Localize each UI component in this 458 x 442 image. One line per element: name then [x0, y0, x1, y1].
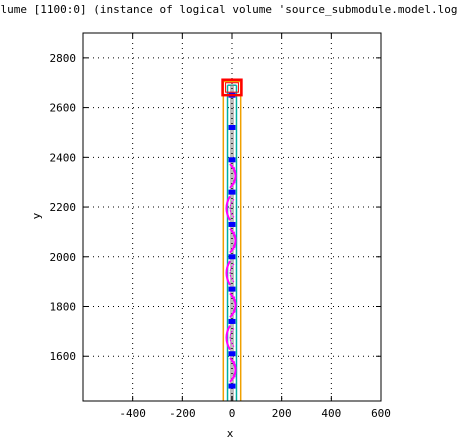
plot-frame [82, 32, 382, 402]
y-tick-label: 1600 [50, 350, 77, 363]
chart-title: Volume [1100:0] (instance of logical vol… [0, 3, 458, 16]
y-tick-label: 1800 [50, 301, 77, 314]
y-tick-label: 2200 [50, 201, 77, 214]
plate-mark [228, 254, 236, 260]
x-tick-label: 0 [229, 407, 236, 420]
arc-mark-inner [229, 328, 235, 347]
plate-mark [228, 124, 236, 130]
grid-lines [83, 33, 381, 401]
y-tick-label: 2000 [50, 251, 77, 264]
y-tick-label: 2400 [50, 151, 77, 164]
arc-mark-inner [233, 231, 237, 250]
plate-mark [228, 157, 236, 163]
y-axis-label: y [30, 212, 43, 219]
plate-mark [228, 383, 236, 389]
plate-mark [228, 221, 236, 227]
top-cap-frame [221, 78, 243, 97]
detector-geometry [221, 78, 243, 401]
x-tick-label: -400 [119, 407, 146, 420]
y-tick-label: 2800 [50, 52, 77, 65]
plate-mark [228, 318, 236, 324]
x-tick-label: 600 [371, 407, 391, 420]
plate-mark [228, 286, 236, 292]
top-cap-inner [225, 82, 239, 93]
plate-mark [228, 189, 236, 195]
arc-mark [225, 195, 231, 221]
arc-mark-inner [233, 360, 237, 380]
x-tick-label: 200 [272, 407, 292, 420]
arc-mark-inner [229, 263, 235, 283]
arc-mark-inner [229, 198, 235, 218]
arc-mark-inner [233, 166, 237, 186]
y-tick-label: 2600 [50, 102, 77, 115]
plate-mark [228, 351, 236, 357]
arc-mark [225, 325, 231, 351]
arc-mark [225, 260, 231, 286]
x-axis-label: x [227, 427, 234, 440]
arc-mark-inner [233, 296, 237, 315]
x-tick-label: 400 [321, 407, 341, 420]
x-tick-label: -200 [169, 407, 196, 420]
axis-ticks: -400 -200 0 200 400 600 1600 1800 2000 2200 2400 26… [50, 33, 391, 420]
